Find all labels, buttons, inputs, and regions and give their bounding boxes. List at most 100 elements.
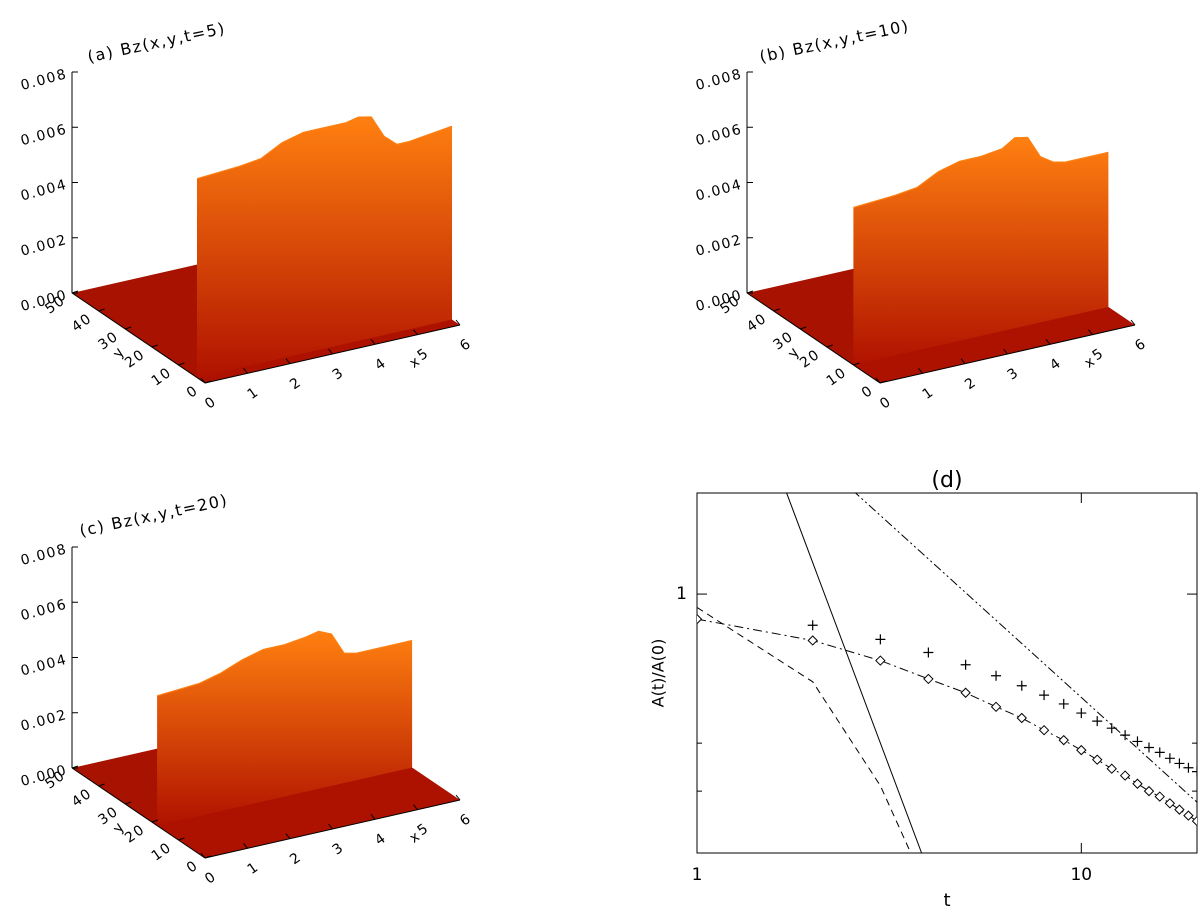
y-axis-label: A(t)/A(0): [649, 639, 668, 708]
diamond-marker: [1191, 815, 1197, 827]
x-tick: [455, 794, 461, 801]
y-tick: [125, 326, 132, 330]
x-tick: [285, 833, 291, 839]
x-tick-label: 6: [1132, 335, 1150, 354]
y-tick-label: 1: [676, 584, 687, 604]
y-tick-label: 20: [122, 821, 148, 846]
y-tick: [853, 362, 860, 366]
y-tick-label: 0: [184, 382, 202, 401]
z-tick-label: 0.006: [19, 122, 69, 150]
x-tick-label: 3: [1005, 364, 1023, 383]
x-tick: [243, 368, 248, 374]
diamond-marker: [1119, 770, 1131, 781]
y-tick: [178, 362, 185, 366]
diamond-marker: [875, 655, 886, 666]
y-tick-label: 40: [744, 310, 770, 335]
x-tick-label: 2: [287, 374, 305, 393]
diamond-marker: [1038, 724, 1050, 736]
x-tick: [455, 319, 461, 326]
chart-title: (d): [931, 468, 962, 493]
surface-panel: 0123456010203040500.0000.0020.0040.0060.…: [19, 18, 475, 412]
z-tick-label: 0.008: [694, 66, 744, 94]
plus-marker: [1183, 762, 1194, 773]
y-tick-label: 10: [149, 364, 175, 389]
y-tick-label: 10: [824, 364, 850, 389]
x-tick: [1003, 348, 1008, 355]
y-tick-label: 40: [69, 785, 95, 810]
z-tick-label: 0.000: [694, 287, 744, 315]
plus-marker: [1120, 730, 1131, 741]
z-tick-label: 0.008: [19, 541, 69, 569]
x-tick-label: 1: [245, 384, 263, 403]
x-tick-label: 0: [202, 393, 220, 412]
chart-title: (c) Bz(x,y,t=20): [78, 490, 230, 540]
x-tick: [413, 329, 418, 335]
x-tick: [243, 843, 248, 849]
plot-frame: [696, 492, 1198, 854]
plus-marker: [1016, 680, 1027, 691]
y-tick-label: 0: [184, 857, 202, 876]
x-tick-label: 4: [372, 830, 390, 849]
x-tick: [918, 368, 923, 374]
z-tick-label: 0.002: [19, 707, 69, 735]
x-tick-label: 1: [692, 865, 703, 885]
plus-marker: [1143, 742, 1154, 753]
floor-front: [197, 319, 460, 383]
z-tick-label: 0.000: [19, 762, 69, 790]
plus-marker: [991, 670, 1002, 681]
diamond-marker: [1174, 804, 1185, 815]
series-line: [697, 606, 912, 853]
z-tick-label: 0.000: [19, 287, 69, 315]
x-tick-label: 4: [372, 355, 390, 374]
y-tick: [178, 837, 185, 841]
diamond-marker: [1016, 712, 1027, 724]
ridge-top: [156, 630, 413, 697]
series-line: [697, 618, 1197, 822]
plus-marker: [1192, 766, 1197, 777]
diamond-marker: [1058, 734, 1069, 746]
diamond-marker: [1154, 791, 1165, 802]
ridge-wall: [157, 631, 413, 826]
x-tick-label: 6: [457, 810, 475, 829]
series-line: [854, 493, 1197, 803]
plus-marker: [923, 647, 934, 658]
surface-panel: 0123456010203040500.0000.0020.0040.0060.…: [19, 490, 475, 887]
y-tick: [204, 855, 212, 859]
x-tick: [413, 804, 418, 810]
z-tick-label: 0.006: [694, 122, 744, 150]
plot-area: [697, 493, 1197, 853]
diamond-marker: [1143, 785, 1155, 797]
ridge-top: [853, 136, 1109, 209]
x-tick-label: 1: [920, 384, 938, 403]
x-tick-label: 2: [962, 374, 980, 393]
x-tick: [200, 852, 206, 859]
y-tick: [826, 344, 833, 348]
y-axis: [71, 767, 206, 859]
y-tick-label: 0: [859, 382, 877, 401]
z-tick-label: 0.008: [19, 66, 69, 94]
x-tick: [1130, 319, 1136, 326]
plus-marker: [1174, 758, 1185, 769]
y-tick-label: 40: [69, 310, 95, 335]
y-tick: [879, 380, 887, 384]
y-tick-label: 20: [122, 346, 148, 371]
z-tick-label: 0.002: [694, 232, 744, 260]
diamond-marker: [1076, 744, 1087, 756]
x-tick-label: 4: [1047, 355, 1065, 374]
series-line: [786, 493, 923, 853]
x-tick-label: 0: [877, 393, 895, 412]
z-tick-label: 0.004: [19, 177, 69, 205]
z-tick-label: 0.006: [19, 597, 69, 625]
y-tick: [125, 801, 132, 805]
y-axis: [746, 292, 881, 384]
plus-marker: [1039, 690, 1050, 701]
floor-front: [157, 767, 460, 858]
plus-marker: [1092, 716, 1103, 727]
plus-marker: [1132, 736, 1143, 747]
y-tick: [800, 326, 807, 330]
line-panel: (d) t A(t)/A(0) 1 10 1: [649, 468, 1198, 910]
x-tick: [370, 339, 376, 345]
plus-marker: [960, 659, 971, 670]
x-axis-label: t: [943, 890, 950, 910]
